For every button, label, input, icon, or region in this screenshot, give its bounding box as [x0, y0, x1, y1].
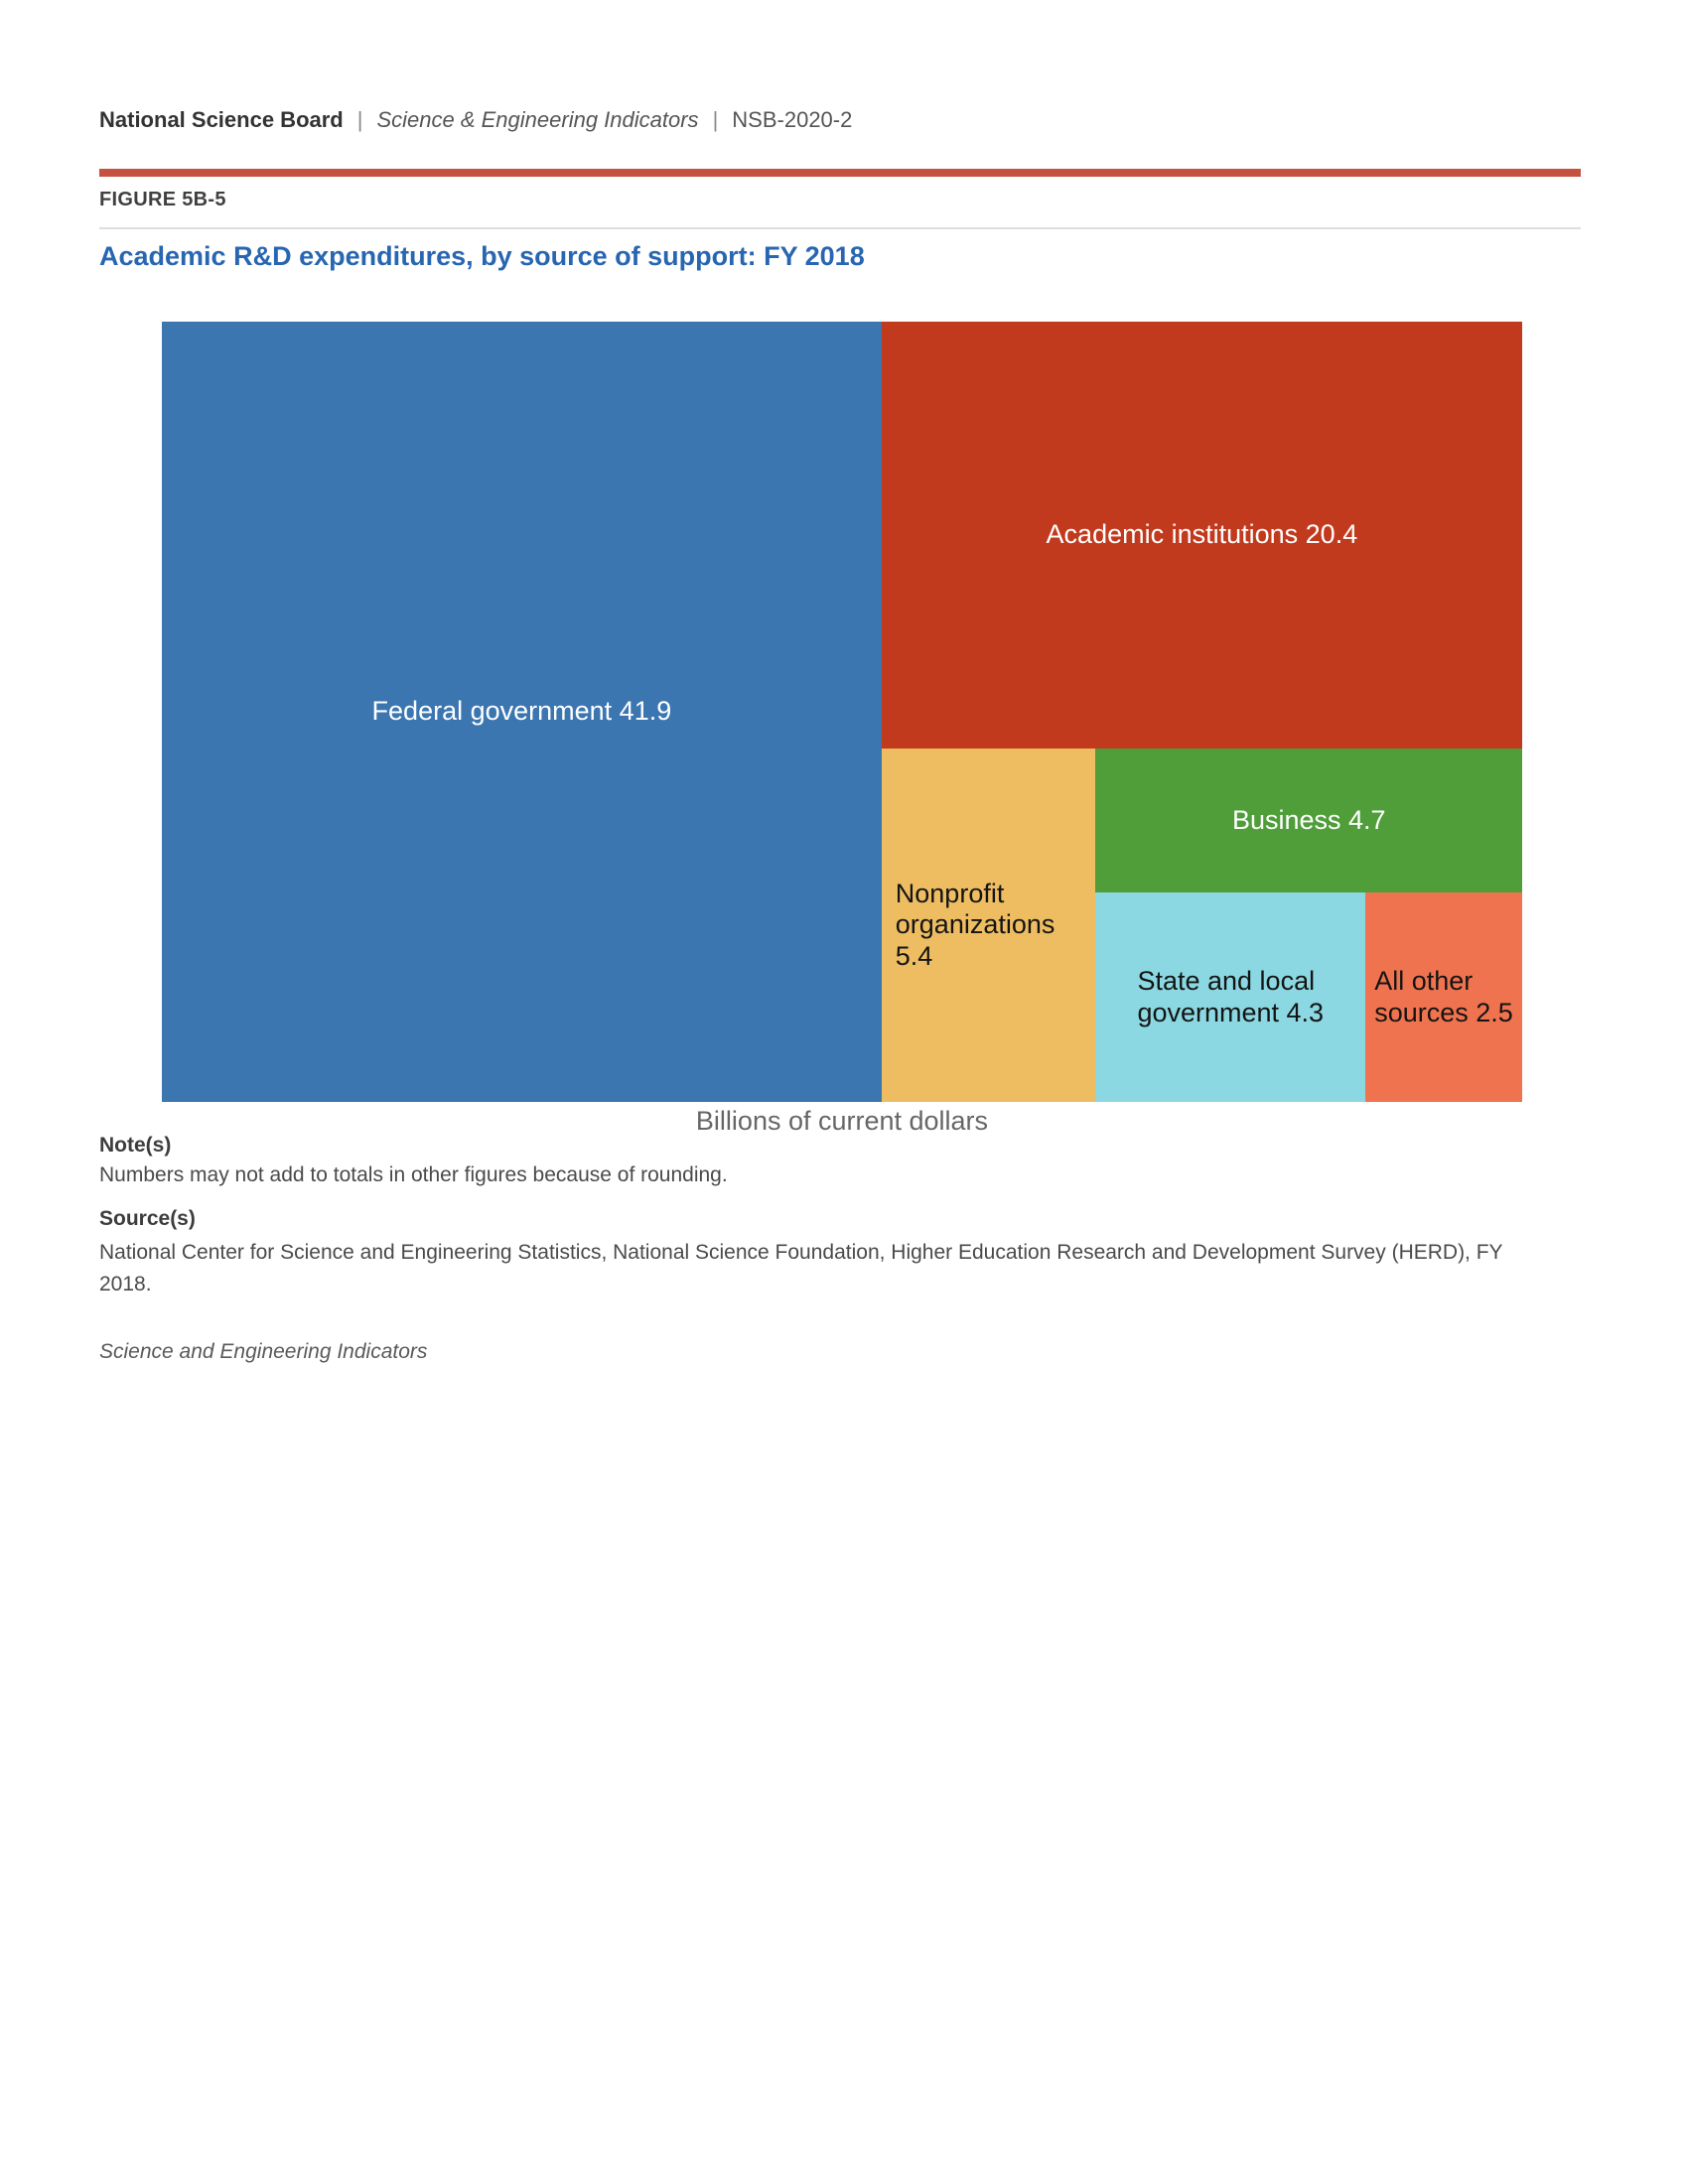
- treemap-chart: Federal government 41.9 Academic institu…: [162, 322, 1522, 1102]
- divider-line: [99, 227, 1581, 229]
- notes-heading: Note(s): [99, 1134, 172, 1157]
- treemap-label-business: Business 4.7: [1231, 804, 1386, 835]
- treemap-box-nonprofit-organizations: Nonprofit organizations 5.4: [881, 748, 1096, 1102]
- unit-caption: Billions of current dollars: [695, 1106, 989, 1136]
- treemap-label-nonprofit-organizations: Nonprofit organizations 5.4: [895, 878, 1055, 971]
- treemap-box-business: Business 4.7: [1095, 748, 1522, 893]
- treemap-label-all-other-sources: All other sources 2.5: [1374, 966, 1513, 1027]
- header-separator: |: [356, 107, 363, 132]
- report-id: NSB-2020-2: [732, 107, 853, 132]
- treemap-lower-right-column: Business 4.7 State and local government …: [1095, 748, 1522, 1102]
- treemap-lower-block: Nonprofit organizations 5.4 Business 4.7: [881, 748, 1522, 1102]
- treemap-label-federal-government: Federal government 41.9: [371, 696, 672, 727]
- treemap-bottom-row: State and local government 4.3 All other…: [1095, 892, 1522, 1102]
- footer-imprint: Science and Engineering Indicators: [99, 1340, 428, 1363]
- treemap-box-academic-institutions: Academic institutions 20.4: [881, 322, 1522, 749]
- treemap-label-academic-institutions: Academic institutions 20.4: [1046, 519, 1358, 550]
- sources-text: National Center for Science and Engineer…: [99, 1237, 1589, 1300]
- treemap-box-all-other-sources: All other sources 2.5: [1365, 892, 1522, 1102]
- publication-name: Science & Engineering Indicators: [376, 107, 699, 132]
- report-header: National Science Board | Science & Enginee…: [99, 107, 852, 133]
- treemap-right-column: Academic institutions 20.4 Nonprofit org…: [881, 322, 1522, 1102]
- header-separator: |: [712, 107, 719, 132]
- sources-line-2: 2018.: [99, 1273, 152, 1296]
- figure-title: Academic R&D expenditures, by source of …: [99, 241, 865, 271]
- notes-text: Numbers may not add to totals in other f…: [99, 1163, 728, 1186]
- org-name: National Science Board: [99, 107, 344, 132]
- sources-heading: Source(s): [99, 1207, 196, 1230]
- treemap-box-federal-government: Federal government 41.9: [162, 322, 882, 1102]
- figure-label: FIGURE 5B-5: [99, 189, 226, 210]
- treemap-box-state-local-government: State and local government 4.3: [1095, 892, 1366, 1102]
- treemap-label-state-local-government: State and local government 4.3: [1137, 966, 1325, 1027]
- sources-line-1: National Center for Science and Engineer…: [99, 1241, 1503, 1264]
- accent-rule: [99, 169, 1581, 177]
